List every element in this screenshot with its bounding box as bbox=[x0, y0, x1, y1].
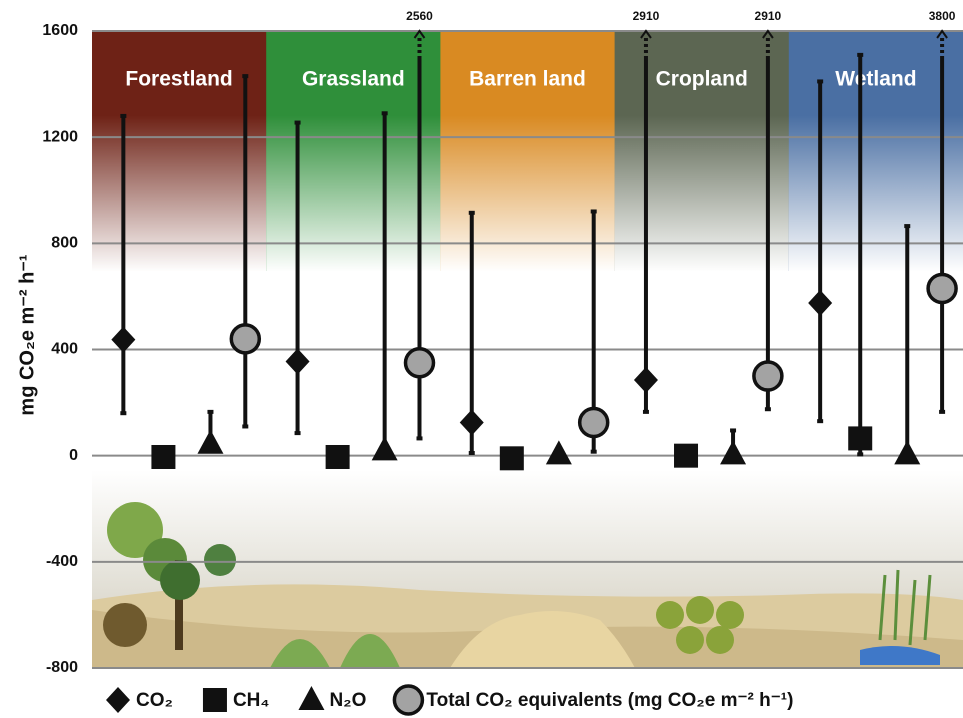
marker bbox=[405, 349, 433, 377]
marker bbox=[197, 430, 223, 454]
y-tick-label: 400 bbox=[51, 341, 78, 358]
marker bbox=[928, 274, 956, 302]
y-tick-label: -800 bbox=[46, 659, 78, 676]
marker bbox=[500, 446, 524, 470]
y-tick-label: 1200 bbox=[42, 128, 78, 145]
marker bbox=[580, 408, 608, 436]
marker bbox=[231, 325, 259, 353]
marker bbox=[326, 445, 350, 469]
legend-marker bbox=[106, 687, 130, 713]
chart: mg CO₂e m⁻² h⁻¹ Forestland Grassland Barre… bbox=[0, 0, 963, 718]
marker bbox=[460, 409, 484, 435]
legend-marker bbox=[298, 686, 324, 710]
category-label: Grassland bbox=[302, 68, 405, 91]
legend-label: CO₂ bbox=[136, 690, 173, 711]
marker bbox=[372, 436, 398, 460]
y-tick-label: 0 bbox=[69, 447, 78, 464]
category-label: Wetland bbox=[835, 68, 916, 91]
legend-label: CH₄ bbox=[233, 690, 270, 711]
marker bbox=[720, 440, 746, 464]
legend-label: Total CO₂ equivalents (mg CO₂e m⁻² h⁻¹) bbox=[426, 690, 793, 711]
marker bbox=[634, 367, 658, 393]
y-tick-label: -400 bbox=[46, 553, 78, 570]
marker bbox=[674, 444, 698, 468]
y-axis-title: mg CO₂e m⁻² h⁻¹ bbox=[16, 254, 38, 415]
marker bbox=[808, 290, 832, 316]
category-label: Forestland bbox=[125, 68, 232, 91]
marker bbox=[286, 348, 310, 374]
marker bbox=[848, 426, 872, 450]
landscape bbox=[92, 470, 963, 668]
marker bbox=[754, 362, 782, 390]
category-label: Cropland bbox=[656, 68, 748, 91]
marker bbox=[151, 445, 175, 469]
category-label: Barren land bbox=[469, 68, 586, 91]
marker bbox=[546, 440, 572, 464]
off-scale-label: 2560 bbox=[406, 9, 433, 23]
y-tick-label: 1600 bbox=[42, 22, 78, 39]
y-tick-label: 800 bbox=[51, 235, 78, 252]
off-scale-label: 2910 bbox=[633, 9, 660, 23]
legend-label: N₂O bbox=[329, 690, 366, 711]
legend-marker bbox=[203, 688, 227, 712]
off-scale-label: 3800 bbox=[929, 9, 956, 23]
legend-marker bbox=[394, 686, 422, 714]
off-scale-label: 2910 bbox=[755, 9, 782, 23]
marker bbox=[894, 440, 920, 464]
